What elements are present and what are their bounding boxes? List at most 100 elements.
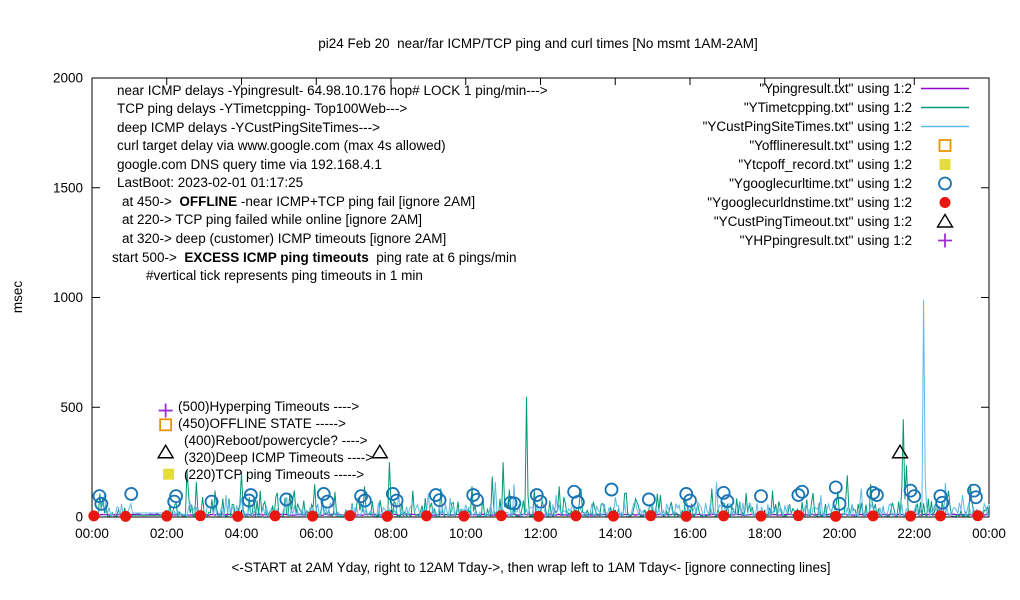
point-Ygooglecurldnstime xyxy=(792,510,804,522)
legend-label: "YTimetcpping.txt" using 1:2 xyxy=(744,100,912,115)
point-Ygooglecurldnstime xyxy=(307,510,319,522)
annotation-label: (450)OFFLINE STATE -----> xyxy=(178,416,346,431)
point-Ygooglecurltime xyxy=(385,487,400,501)
point-Ygooglecurltime xyxy=(320,494,335,509)
point-Ygooglecurldnstime xyxy=(830,510,842,522)
point-Ygooglecurltime xyxy=(243,488,258,502)
point-Ygooglecurltime xyxy=(832,496,847,511)
point-Ygooglecurltime xyxy=(869,488,884,502)
annotation-label: (400)Reboot/powercycle? ----> xyxy=(184,433,368,448)
point-Ygooglecurltime xyxy=(967,483,981,498)
info-line-segment: google.com DNS query time via 192.168.4.… xyxy=(117,157,382,172)
x-tick-label: 16:00 xyxy=(673,526,707,541)
point-Ygooglecurltime xyxy=(604,482,619,497)
x-tick-label: 14:00 xyxy=(598,526,632,541)
info-line-segment: TCP ping delays -YTimetcpping- Top100Web… xyxy=(117,101,407,116)
info-line-segment: ping rate at 6 pings/min xyxy=(369,250,517,265)
info-line-segment: at 320-> deep (customer) ICMP timeouts [… xyxy=(122,231,446,246)
point-Ygooglecurldnstime xyxy=(458,510,470,522)
x-tick-label: 18:00 xyxy=(748,526,782,541)
point-Ygooglecurltime xyxy=(795,484,810,499)
point-Ygooglecurldnstime xyxy=(680,510,692,522)
point-Ygooglecurltime xyxy=(828,480,843,495)
x-tick-label: 22:00 xyxy=(897,526,931,541)
y-tick-label: 2000 xyxy=(53,71,83,86)
legend-marker-triangle-open xyxy=(936,213,954,228)
point-Ytcpoff_record xyxy=(163,468,175,480)
info-line-segment: at 220-> TCP ping failed while online [i… xyxy=(122,212,422,227)
x-axis-label: <-START at 2AM Yday, right to 12AM Tday-… xyxy=(232,560,831,575)
info-line: curl target delay via www.google.com (ma… xyxy=(117,138,446,153)
legend-marker-circle-filled xyxy=(939,197,951,208)
point-Ygooglecurltime xyxy=(204,494,219,509)
info-line: start 500-> EXCESS ICMP ping timeouts pi… xyxy=(112,250,517,265)
point-Ygooglecurldnstime xyxy=(570,510,582,522)
info-line: at 450-> OFFLINE -near ICMP+TCP ping fai… xyxy=(122,194,475,209)
point-Ygooglecurltime xyxy=(754,489,768,504)
point-Ygooglecurltime xyxy=(935,495,950,510)
point-Ygooglecurltime xyxy=(92,489,107,504)
x-tick-label: 10:00 xyxy=(449,526,483,541)
y-tick-label: 0 xyxy=(75,510,83,525)
legend-label: "YCustPingTimeout.txt" using 1:2 xyxy=(714,214,912,229)
point-Ygooglecurltime xyxy=(791,488,806,502)
x-tick-label: 08:00 xyxy=(374,526,408,541)
point-Ygooglecurldnstime xyxy=(232,510,244,522)
y-axis-label: msec xyxy=(10,281,25,314)
point-Ygooglecurldnstime xyxy=(905,510,917,522)
x-tick-label: 12:00 xyxy=(524,526,558,541)
point-Ygooglecurldnstime xyxy=(421,510,433,522)
x-tick-label: 06:00 xyxy=(299,526,333,541)
y-tick-label: 1000 xyxy=(53,290,83,305)
point-Ygooglecurltime xyxy=(933,489,948,504)
info-line: TCP ping delays -YTimetcpping- Top100Web… xyxy=(117,101,407,116)
info-line-segment: #vertical tick represents ping timeouts … xyxy=(146,268,423,283)
legend-label: "Ytcpoff_record.txt" using 1:2 xyxy=(738,157,912,172)
point-Ygooglecurltime xyxy=(94,496,109,511)
point-Ygooglecurldnstime xyxy=(934,510,946,522)
point-YHPpingresult xyxy=(158,403,173,418)
point-Ygooglecurltime xyxy=(357,493,372,508)
point-Ygooglecurldnstime xyxy=(867,510,879,522)
info-line: at 320-> deep (customer) ICMP timeouts [… xyxy=(122,231,446,246)
info-line-segment: deep ICMP delays -YCustPingSiteTimes---> xyxy=(117,120,380,135)
info-line-segment: curl target delay via www.google.com (ma… xyxy=(117,138,446,153)
point-Ygooglecurldnstime xyxy=(120,510,132,522)
info-line-segment: -near ICMP+TCP ping fail [ignore 2AM] xyxy=(237,194,475,209)
legend-label: "Yofflineresult.txt" using 1:2 xyxy=(749,138,912,153)
annotation-label: (500)Hyperping Timeouts ----> xyxy=(178,399,359,414)
point-Ygooglecurltime xyxy=(432,493,447,507)
point-Ygooglecurltime xyxy=(641,492,656,507)
point-Ygooglecurltime xyxy=(720,494,735,509)
info-line: at 220-> TCP ping failed while online [i… xyxy=(122,212,422,227)
info-line-segment: near ICMP delays -Ypingresult- 64.98.10.… xyxy=(117,83,548,98)
legend-label: "Ygooglecurltime.txt" using 1:2 xyxy=(729,176,912,191)
point-Ygooglecurldnstime xyxy=(161,510,173,522)
point-Ygooglecurltime xyxy=(354,489,369,504)
point-Ygooglecurltime xyxy=(969,490,983,505)
point-Ygooglecurldnstime xyxy=(344,510,356,522)
x-tick-label: 00:00 xyxy=(75,526,109,541)
info-line-bold-segment: OFFLINE xyxy=(179,194,237,209)
point-YCustPingTimeout xyxy=(156,443,175,459)
info-line-segment: LastBoot: 2023-02-01 01:17:25 xyxy=(117,175,303,190)
info-line: near ICMP delays -Ypingresult- 64.98.10.… xyxy=(117,83,548,98)
point-Ygooglecurldnstime xyxy=(972,510,984,522)
point-Ygooglecurldnstime xyxy=(381,510,393,522)
point-Ygooglecurldnstime xyxy=(755,510,767,522)
point-Ygooglecurldnstime xyxy=(533,510,545,522)
point-YCustPingTimeout xyxy=(891,443,909,459)
point-Ygooglecurltime xyxy=(907,489,922,504)
point-Yofflineresult xyxy=(159,418,173,432)
info-line: google.com DNS query time via 192.168.4.… xyxy=(117,157,382,172)
legend-marker-circle-open xyxy=(938,176,952,191)
point-Ygooglecurltime xyxy=(716,485,731,500)
point-Ygooglecurldnstime xyxy=(495,510,507,522)
info-line-segment: start 500-> xyxy=(112,250,184,265)
point-Ygooglecurltime xyxy=(507,496,522,511)
info-line: #vertical tick represents ping timeouts … xyxy=(146,268,423,283)
point-Ygooglecurldnstime xyxy=(194,510,206,522)
point-Ygooglecurltime xyxy=(389,493,404,508)
